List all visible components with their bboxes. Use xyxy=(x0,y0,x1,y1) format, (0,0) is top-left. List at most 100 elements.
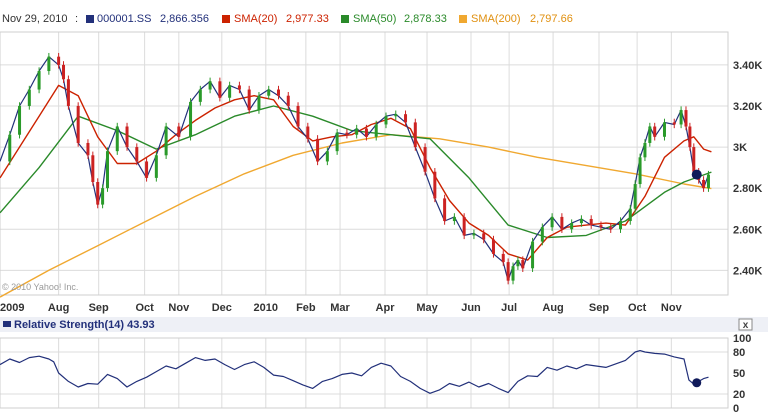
rsi-ytick-label: 80 xyxy=(733,347,745,359)
price-candle xyxy=(702,179,706,189)
x-tick-label: 2009 xyxy=(0,302,24,314)
price-candle xyxy=(394,114,398,117)
price-candle xyxy=(706,174,710,189)
series-line-sma-50- xyxy=(0,105,712,239)
legend-value-sma20: 2,977.33 xyxy=(286,13,329,25)
rsi-plot-frame xyxy=(0,337,729,409)
price-candle xyxy=(521,260,525,269)
price-candle xyxy=(96,181,100,205)
price-candle xyxy=(648,126,652,143)
rsi-plot-series xyxy=(0,350,709,394)
price-candle xyxy=(47,56,51,72)
rsi-ytick-label: 0 xyxy=(733,403,739,415)
price-candle xyxy=(619,221,623,230)
price-candle xyxy=(247,89,251,111)
close-icon: x xyxy=(743,320,749,331)
main-ytick-label: 2.60K xyxy=(733,224,762,236)
price-candle xyxy=(501,253,505,263)
price-candle xyxy=(511,266,515,281)
price-candle xyxy=(599,225,603,228)
main-ytick-label: 3.40K xyxy=(733,60,762,72)
rsi-ytick-label: 100 xyxy=(733,333,751,345)
rsi-swatch xyxy=(3,321,11,327)
price-candle xyxy=(662,122,666,137)
price-candle xyxy=(189,101,193,137)
price-candle xyxy=(628,208,632,222)
price-candle xyxy=(638,157,642,185)
price-candle xyxy=(237,85,241,90)
legend-swatch-sma200 xyxy=(459,15,467,23)
x-tick-label: Sep xyxy=(589,302,609,314)
main-y-axis: 2.40K 2.60K 2.80K 3K 3.20K 3.40K xyxy=(733,60,762,277)
x-tick-label: Nov xyxy=(168,302,190,314)
price-candle xyxy=(57,56,61,65)
price-candle xyxy=(570,223,574,230)
price-candle xyxy=(653,126,657,137)
price-candle xyxy=(27,89,31,106)
price-candle xyxy=(286,95,290,106)
legend-name-sma20: SMA(20) xyxy=(234,13,277,25)
x-tick-label: Oct xyxy=(135,302,154,314)
price-candle xyxy=(609,227,613,230)
price-candle xyxy=(531,241,535,269)
rsi-ytick-label: 50 xyxy=(733,368,745,380)
price-candle xyxy=(164,126,168,156)
price-candle xyxy=(550,216,554,228)
price-candle xyxy=(145,161,149,178)
price-candle xyxy=(404,114,408,123)
price-candle xyxy=(423,147,427,172)
x-tick-label: Feb xyxy=(296,302,316,314)
rsi-ytick-label: 20 xyxy=(733,389,745,401)
price-candle xyxy=(228,85,232,98)
price-candle xyxy=(62,64,66,80)
price-candle xyxy=(672,122,676,125)
price-candle xyxy=(413,122,417,148)
legend-name-price: 000001.SS xyxy=(97,13,151,25)
price-candle xyxy=(276,89,280,96)
x-tick-label: Jul xyxy=(501,302,517,314)
price-candle xyxy=(643,142,647,158)
price-candle xyxy=(364,128,368,137)
x-tick-label: Mar xyxy=(330,302,350,314)
x-tick-label: Dec xyxy=(212,302,232,314)
price-candle xyxy=(345,132,349,135)
price-candle xyxy=(374,124,378,137)
price-candle xyxy=(257,95,261,111)
rsi-y-axis: 0 20 50 80 100 xyxy=(733,333,751,415)
price-candle xyxy=(452,216,456,222)
price-candle xyxy=(433,171,437,199)
main-plot-frame xyxy=(0,31,729,296)
price-candle xyxy=(355,128,359,135)
legend-swatch-price xyxy=(86,15,94,23)
price-candle xyxy=(306,126,310,139)
main-ytick-label: 3K xyxy=(733,142,747,154)
rsi-close-button[interactable]: x xyxy=(738,318,753,331)
price-candle xyxy=(472,233,476,236)
main-ytick-label: 2.80K xyxy=(733,183,762,195)
x-tick-label: Oct xyxy=(628,302,647,314)
x-tick-label: Apr xyxy=(376,302,396,314)
price-candle xyxy=(125,126,129,148)
x-tick-label: Sep xyxy=(89,302,109,314)
legend-separator-colon: : xyxy=(75,13,78,25)
price-candle xyxy=(325,151,329,162)
price-candle xyxy=(76,105,80,143)
main-ytick-label: 3.20K xyxy=(733,101,762,113)
price-candle xyxy=(105,151,109,189)
x-tick-label: May xyxy=(416,302,438,314)
legend-value-sma200: 2,797.66 xyxy=(530,13,573,25)
legend-swatch-sma20 xyxy=(222,15,230,23)
price-candle xyxy=(18,105,22,135)
price-candle xyxy=(101,188,105,205)
legend-name-sma50: SMA(50) xyxy=(353,13,396,25)
legend-value-sma50: 2,878.33 xyxy=(404,13,447,25)
legend-date: Nov 29, 2010 xyxy=(2,13,67,25)
price-candle xyxy=(86,142,90,156)
price-candle xyxy=(218,81,222,98)
price-candle xyxy=(516,260,520,267)
series-line-sma-20- xyxy=(0,84,712,261)
rsi-title: Relative Strength(14) 43.93 xyxy=(14,319,155,331)
price-candle xyxy=(154,155,158,178)
price-candle xyxy=(177,126,181,137)
